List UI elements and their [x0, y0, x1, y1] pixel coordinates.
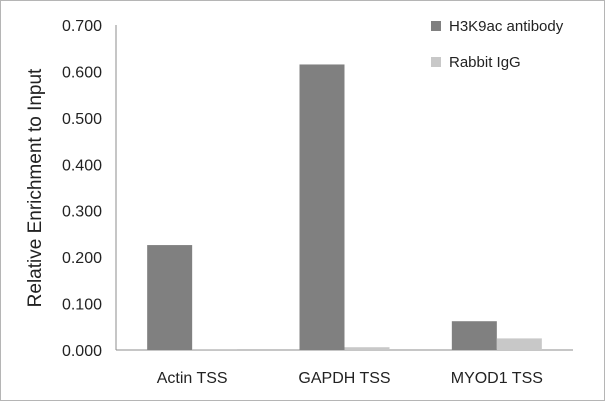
legend-label: Rabbit IgG	[449, 54, 521, 71]
x-tick-label: GAPDH TSS	[298, 370, 390, 387]
y-axis-label: Relative Enrichment to Input	[25, 68, 46, 307]
y-tick-labels: 0.000 0.100 0.200 0.300 0.400 0.500 0.600 0.700	[62, 18, 102, 360]
bar-rabbit-igg-0	[192, 349, 238, 350]
legend: H3K9ac antibody Rabbit IgG	[431, 18, 564, 71]
bar-h3k9ac-1	[299, 64, 345, 350]
y-tick-label: 0.400	[62, 157, 102, 174]
x-tick-label: MYOD1 TSS	[451, 370, 543, 387]
legend-label: H3K9ac antibody	[449, 18, 564, 35]
y-tick-label: 0.200	[62, 250, 102, 267]
bar-rabbit-igg-2	[496, 338, 542, 350]
y-tick-label: 0.500	[62, 111, 102, 128]
bars	[147, 64, 542, 350]
y-tick-label: 0.600	[62, 64, 102, 81]
x-tick-labels: Actin TSS GAPDH TSS MYOD1 TSS	[157, 370, 543, 387]
bar-h3k9ac-0	[147, 245, 193, 350]
y-tick-label: 0.300	[62, 204, 102, 221]
y-tick-label: 0.100	[62, 297, 102, 314]
legend-swatch	[431, 57, 441, 67]
bar-h3k9ac-2	[451, 321, 497, 350]
legend-swatch	[431, 21, 441, 31]
y-tick-label: 0.700	[62, 18, 102, 35]
y-tick-label: 0.000	[62, 343, 102, 360]
x-tick-label: Actin TSS	[157, 370, 228, 387]
bar-rabbit-igg-1	[344, 347, 390, 350]
